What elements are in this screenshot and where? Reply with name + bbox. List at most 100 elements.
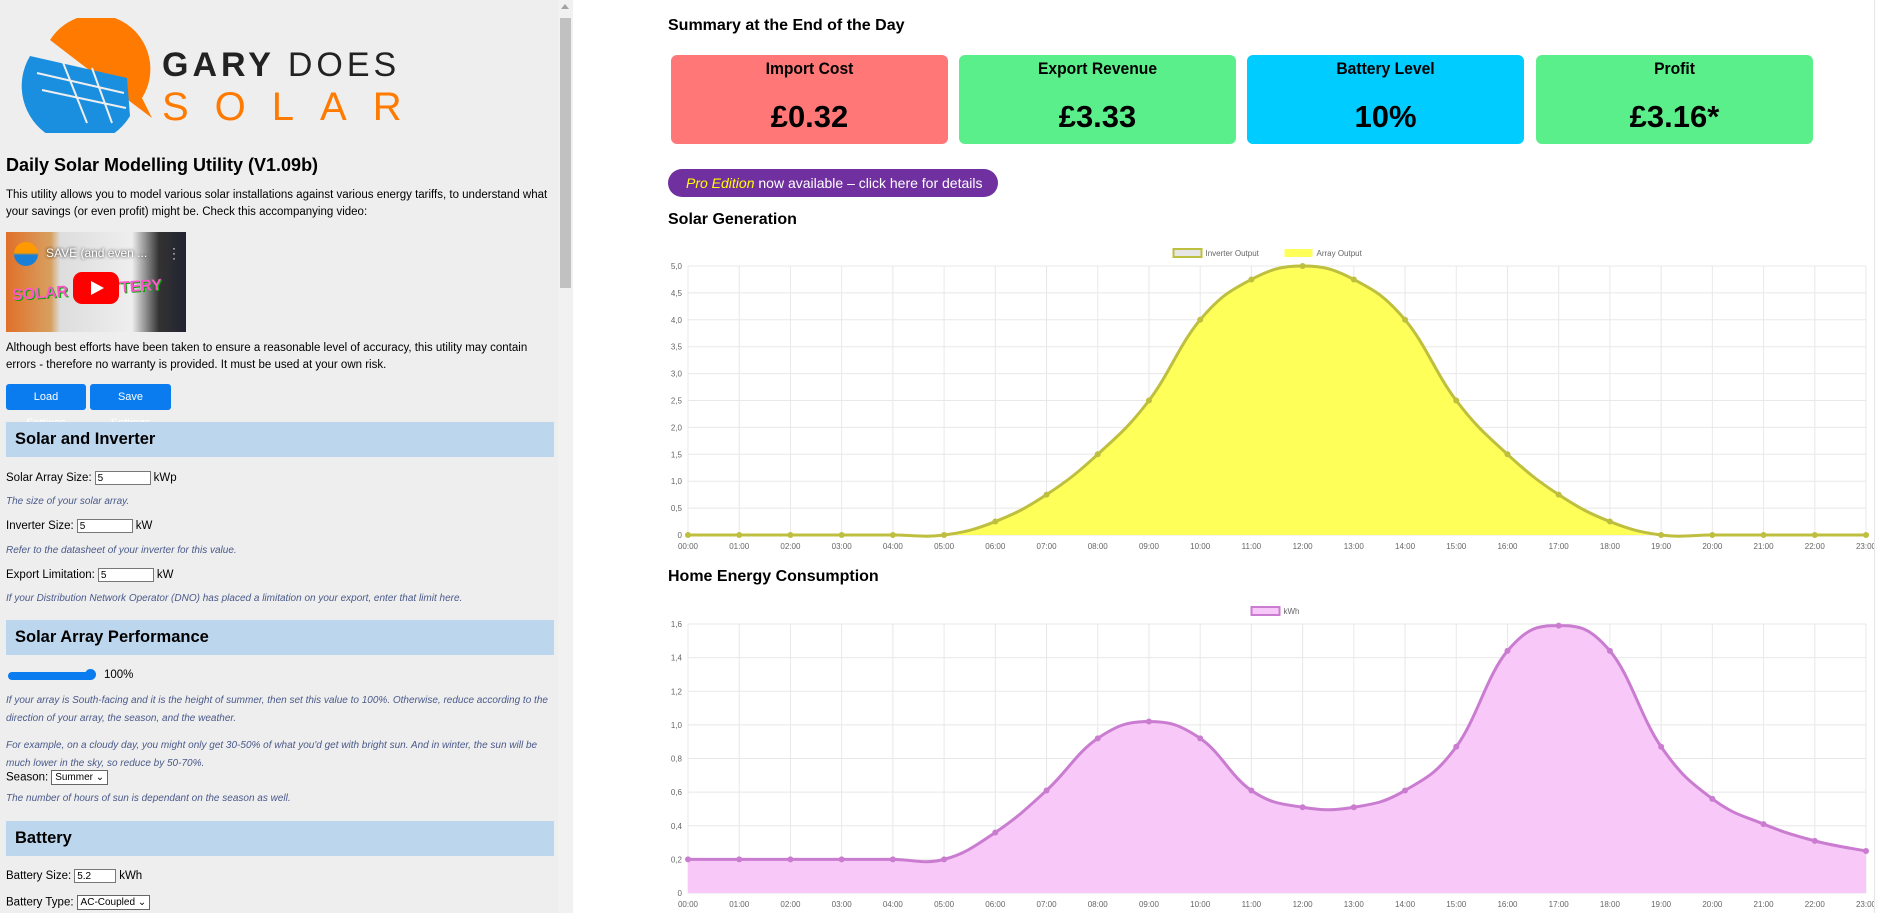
y-tick-label: 1,4 xyxy=(671,654,683,663)
y-tick-label: 0 xyxy=(678,531,683,540)
help-text: The size of your solar array. xyxy=(6,496,130,507)
data-point xyxy=(992,829,999,836)
more-options-icon[interactable]: · · · xyxy=(172,241,176,265)
battery-size-row: Battery Size: kWh xyxy=(6,869,142,883)
y-tick-label: 1,6 xyxy=(671,620,683,629)
x-tick-label: 23:00 xyxy=(1856,900,1877,909)
data-point xyxy=(1094,735,1101,742)
data-point xyxy=(1760,532,1767,538)
card-label: Import Cost xyxy=(765,59,854,78)
export-limitation-input[interactable] xyxy=(97,568,154,582)
help-text: Refer to the datasheet of your inverter … xyxy=(6,545,237,556)
x-tick-label: 01:00 xyxy=(729,900,750,909)
solar-array-size-label: Solar Array Size: xyxy=(6,472,92,485)
x-tick-label: 00:00 xyxy=(678,900,699,909)
load-settings-button[interactable]: Load Settings xyxy=(6,384,86,429)
battery-size-input[interactable] xyxy=(74,869,117,883)
unit-label: kWp xyxy=(153,472,177,485)
help-text: If your Distribution Network Operator (D… xyxy=(6,593,463,604)
unit-label: kWh xyxy=(119,870,143,883)
x-tick-label: 17:00 xyxy=(1549,900,1570,909)
x-tick-label: 18:00 xyxy=(1600,542,1621,551)
series-area xyxy=(688,625,1866,893)
x-tick-label: 09:00 xyxy=(1139,900,1160,909)
page-title: Daily Solar Modelling Utility (V1.09b) xyxy=(6,155,319,175)
data-point xyxy=(1145,397,1152,404)
data-point xyxy=(1197,316,1204,323)
unit-label: kW xyxy=(156,569,174,582)
data-point xyxy=(1504,647,1511,654)
scroll-up-icon[interactable] xyxy=(561,4,569,9)
x-tick-label: 08:00 xyxy=(1088,900,1109,909)
solar-array-size-input[interactable] xyxy=(94,471,151,485)
x-tick-label: 10:00 xyxy=(1190,900,1211,909)
x-tick-label: 11:00 xyxy=(1242,542,1262,551)
x-tick-label: 05:00 xyxy=(934,900,955,909)
home-energy-consumption-chart: 0 0,2 0,4 0,6 0,8 1,0 1,2 1,4 1,6 00:00 01:00 02:00… xyxy=(671,606,1877,909)
slider-handle[interactable] xyxy=(85,669,96,680)
export-limitation-label: Export Limitation: xyxy=(6,569,95,582)
x-tick-label: 08:00 xyxy=(1088,542,1109,551)
season-row: Season: Summer ⌄ xyxy=(6,770,109,785)
inverter-size-label: Inverter Size: xyxy=(6,520,74,533)
x-tick-label: 02:00 xyxy=(780,900,801,909)
x-tick-label: 07:00 xyxy=(1037,542,1058,551)
page-scrollbar[interactable] xyxy=(1874,0,1884,913)
x-tick-label: 07:00 xyxy=(1037,900,1058,909)
y-tick-label: 1,2 xyxy=(671,687,683,696)
data-point xyxy=(1197,735,1204,742)
data-point xyxy=(1094,451,1101,458)
y-tick-label: 0,4 xyxy=(671,822,683,831)
data-point xyxy=(1248,276,1255,283)
x-tick-label: 09:00 xyxy=(1139,542,1160,551)
battery-size-label: Battery Size: xyxy=(6,870,72,883)
data-point xyxy=(889,856,896,863)
x-tick-label: 20:00 xyxy=(1702,542,1723,551)
battery-type-select[interactable]: AC-Coupled ⌄ xyxy=(76,895,151,910)
data-point xyxy=(1453,397,1460,404)
section-solar-inverter: Solar and Inverter xyxy=(6,422,554,457)
battery-type-value: AC-Coupled xyxy=(80,897,136,908)
y-tick-label: 0,6 xyxy=(671,788,683,797)
data-point xyxy=(1555,622,1562,629)
performance-slider[interactable] xyxy=(8,669,96,680)
save-settings-button[interactable]: Save Settings xyxy=(90,384,171,429)
x-tick-label: 01:00 xyxy=(729,542,750,551)
pro-edition-text: now available – click here for details xyxy=(754,175,983,191)
gary-does-solar-logo: GARY DOES SOLAR xyxy=(21,18,428,133)
season-select[interactable]: Summer ⌄ xyxy=(51,770,109,785)
y-tick-label: 4,0 xyxy=(671,316,683,325)
logo-text: GARY DOES xyxy=(162,46,400,84)
summary-title: Summary at the End of the Day xyxy=(668,17,905,34)
x-tick-label: 05:00 xyxy=(934,542,955,551)
card-value: £3.16* xyxy=(1629,99,1720,134)
inverter-size-input[interactable] xyxy=(76,519,133,533)
y-tick-label: 5,0 xyxy=(671,262,683,271)
svg-text:SOLAR: SOLAR xyxy=(162,85,428,129)
x-tick-label: 12:00 xyxy=(1293,542,1314,551)
data-point xyxy=(992,518,999,525)
x-tick-label: 12:00 xyxy=(1293,900,1314,909)
x-tick-label: 17:00 xyxy=(1549,542,1570,551)
play-icon[interactable] xyxy=(73,272,119,304)
x-tick-label: 04:00 xyxy=(883,900,904,909)
card-value: 10% xyxy=(1354,99,1417,134)
pro-edition-banner[interactable]: Pro Edition now available – click here f… xyxy=(668,169,998,197)
y-tick-label: 2,5 xyxy=(671,397,683,406)
x-tick-label: 16:00 xyxy=(1497,542,1518,551)
summary-card-export-revenue: Export Revenue £3.33 xyxy=(959,55,1236,144)
data-point xyxy=(1350,804,1357,811)
x-tick-label: 22:00 xyxy=(1805,900,1826,909)
help-text: For example, on a cloudy day, you might … xyxy=(6,740,538,769)
chevron-down-icon: ⌄ xyxy=(95,772,105,783)
y-tick-label: 0,8 xyxy=(671,755,683,764)
x-tick-label: 15:00 xyxy=(1446,900,1467,909)
x-tick-label: 20:00 xyxy=(1702,900,1723,909)
video-thumbnail[interactable]: SAVE (and even ... ··· SOLAR & BATTERY xyxy=(6,232,186,332)
intro-text: This utility allows you to model various… xyxy=(6,189,548,218)
data-point xyxy=(787,532,794,538)
inverter-size-row: Inverter Size: kW xyxy=(6,519,152,533)
scrollbar-thumb[interactable] xyxy=(560,18,571,288)
x-tick-label: 11:00 xyxy=(1242,900,1262,909)
sidebar-scrollbar[interactable] xyxy=(558,0,573,913)
